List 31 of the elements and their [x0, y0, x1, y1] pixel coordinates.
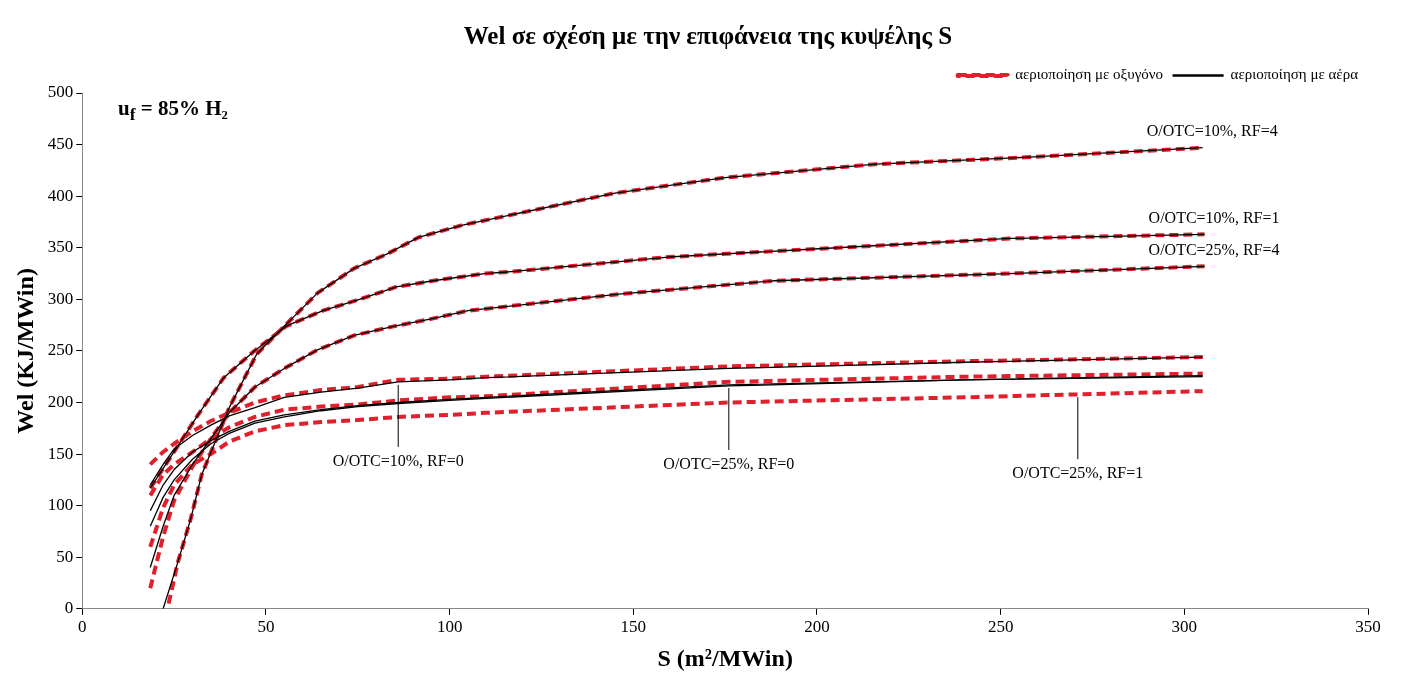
y-axis-title: Wel (KJ/MWin): [11, 268, 38, 434]
annotation: O/OTC=10%, RF=0: [332, 452, 464, 470]
annotation: O/OTC=25%, RF=0: [663, 455, 795, 473]
legend-label: αεριοποίηση με οξυγόνο: [1015, 66, 1164, 83]
y-tick-label: 400: [47, 185, 74, 205]
y-tick-label: 450: [47, 134, 74, 154]
x-tick-label: 50: [257, 617, 275, 637]
y-tick-label: 350: [47, 237, 74, 257]
annotation: O/OTC=25%, RF=4: [1148, 240, 1280, 258]
x-axis-title: S (m²/MWin): [657, 644, 793, 671]
chart-subtitle: u$_{f}$ = 85% H₂: [118, 96, 228, 126]
annotation: O/OTC=10%, RF=1: [1148, 208, 1280, 226]
x-tick-label: 300: [1171, 617, 1198, 637]
y-tick-label: 500: [47, 82, 74, 102]
chart-title: Wel σε σχέση με την επιφάνεια της κυψέλης S: [462, 21, 954, 51]
y-tick-label: 300: [47, 288, 74, 308]
annotation: O/OTC=25%, RF=1: [1012, 464, 1144, 482]
x-tick-label: 100: [436, 617, 463, 637]
y-tick-label: 0: [64, 598, 74, 618]
y-tick-label: 150: [47, 443, 74, 463]
annotation: O/OTC=10%, RF=4: [1146, 121, 1278, 139]
x-tick-label: 150: [620, 617, 647, 637]
x-tick-label: 350: [1355, 617, 1381, 637]
x-tick-label: 250: [987, 617, 1014, 637]
y-tick-label: 50: [56, 546, 74, 566]
x-tick-label: 200: [804, 617, 830, 637]
y-tick-label: 100: [47, 495, 74, 515]
x-tick-label: 0: [78, 617, 87, 637]
y-tick-label: 200: [47, 391, 74, 411]
y-tick-label: 250: [47, 340, 74, 360]
legend-label: αεριοποίηση με αέρα: [1230, 66, 1359, 83]
